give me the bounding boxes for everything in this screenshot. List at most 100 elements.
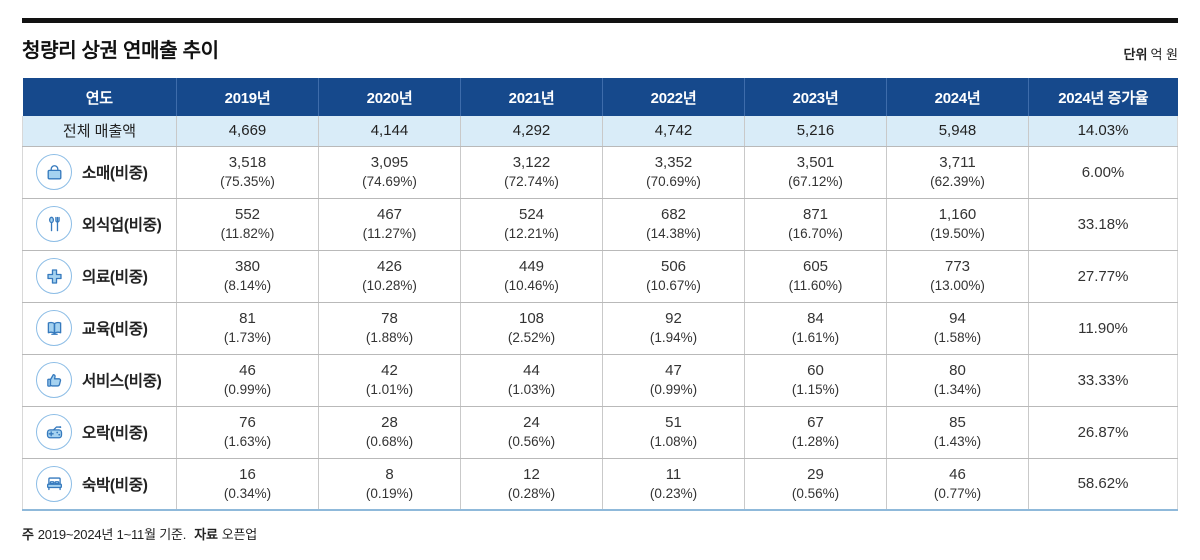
shopping-bag-icon [36,154,72,190]
infographic-page: 청량리 상권 연매출 추이 단위 억 원 연도 2019년 2020년 2021년… [0,18,1200,560]
table-row-education: 교육(비중) 81 (1.73%) 78 (1.88%) 108 (2.52%) 92… [22,302,1178,355]
medical-cross-icon [36,258,72,294]
sales-share: (74.69%) [362,174,417,190]
category-cell: 외식업(비중) [22,198,177,251]
bed-icon [36,465,72,502]
sales-share: (11.60%) [788,278,843,294]
header-row: 연도 2019년 2020년 2021년 2022년 2023년 2024년 2… [22,78,1178,116]
table-cell: 84 (1.61%) [744,302,887,355]
sales-share: (8.14%) [223,278,272,294]
sales-share: (11.82%) [220,226,275,242]
table-cell: 3,501 (67.12%) [744,146,887,199]
sales-share: (1.34%) [933,382,982,398]
title-row: 청량리 상권 연매출 추이 단위 억 원 [22,34,1178,63]
sales-value: 3,095 [370,154,409,172]
table-row-service: 서비스(비중) 46 (0.99%) 42 (1.01%) 44 (1.03%) 47… [22,354,1178,407]
row-label: 외식업(비중) [82,217,162,234]
sales-value: 46 [949,465,966,483]
column-header: 2022년 [602,78,745,116]
sales-value: 92 [665,310,682,328]
sales-share: (75.35%) [220,174,275,190]
table-cell: 81 (1.73%) [176,302,319,355]
sales-share: (1.15%) [791,382,840,398]
table-cell: 16 (0.34%) [176,458,319,511]
footnote-source-label: 자료 [194,527,218,542]
sales-value: 773 [944,258,971,276]
table-cell: 552 (11.82%) [176,198,319,251]
sales-value: 12 [523,465,540,483]
sales-value: 380 [234,258,261,276]
table-cell: 29 (0.56%) [744,458,887,511]
growth-value: 33.33% [1028,354,1178,407]
sales-share: (2.52%) [507,330,556,346]
sales-share: (0.99%) [649,382,698,398]
growth-value: 11.90% [1028,302,1178,355]
table-cell: 682 (14.38%) [602,198,745,251]
category-cell: 오락(비중) [22,406,177,459]
sales-value: 85 [949,414,966,432]
total-growth: 14.03% [1028,116,1178,147]
category-cell: 의료(비중) [22,250,177,303]
table-cell: 3,518 (75.35%) [176,146,319,199]
sales-value: 552 [234,206,261,224]
sales-share: (1.94%) [649,330,698,346]
table-header: 연도 2019년 2020년 2021년 2022년 2023년 2024년 2… [22,78,1178,116]
sales-value: 605 [802,258,829,276]
sales-value: 29 [807,465,824,483]
row-label: 교육(비중) [82,321,148,338]
row-label: 오락(비중) [82,425,148,442]
table-row-entertainment: 오락(비중) 76 (1.63%) 28 (0.68%) 24 (0.56%) 51 (… [22,406,1178,459]
sales-share: (12.21%) [504,226,559,242]
sales-share: (1.88%) [365,330,414,346]
sales-value: 3,711 [939,154,976,172]
table-cell: 24 (0.56%) [460,406,603,459]
table-cell: 76 (1.63%) [176,406,319,459]
column-header: 연도 [22,78,177,116]
category-cell: 교육(비중) [22,302,177,355]
sales-value: 80 [949,362,966,380]
footnote-source-text: 오픈업 [221,527,258,542]
table-cell: 773 (13.00%) [886,250,1029,303]
sales-share: (0.56%) [791,486,840,502]
table-cell: 28 (0.68%) [318,406,461,459]
column-header: 2023년 [744,78,887,116]
table-cell: 51 (1.08%) [602,406,745,459]
column-header: 2024년 [886,78,1029,116]
sales-value: 46 [239,362,256,380]
sales-share: (0.34%) [223,486,272,502]
table-cell: 8 (0.19%) [318,458,461,511]
table-cell: 380 (8.14%) [176,250,319,303]
growth-value: 27.77% [1028,250,1178,303]
table-row-retail: 소매(비중) 3,518 (75.35%) 3,095 (74.69%) 3,122… [22,146,1178,199]
sales-share: (19.50%) [930,226,985,242]
total-value: 5,216 [744,116,887,147]
sales-value: 44 [523,362,540,380]
table-cell: 108 (2.52%) [460,302,603,355]
sales-value: 51 [665,414,682,432]
table-cell: 524 (12.21%) [460,198,603,251]
sales-share: (0.23%) [649,486,698,502]
sales-value: 28 [381,414,398,432]
sales-share: (10.28%) [362,278,417,294]
column-header: 2021년 [460,78,603,116]
table-cell: 46 (0.99%) [176,354,319,407]
sales-share: (1.73%) [223,330,272,346]
table-row-medical: 의료(비중) 380 (8.14%) 426 (10.28%) 449 (10.46%… [22,250,1178,303]
row-label: 서비스(비중) [82,373,162,390]
row-label: 소매(비중) [82,165,148,182]
table-cell: 467 (11.27%) [318,198,461,251]
unit-label-value: 억 원 [1150,47,1178,62]
sales-value: 47 [665,362,682,380]
sales-share: (67.12%) [788,174,843,190]
column-header: 2020년 [318,78,461,116]
thumbs-up-icon [36,362,72,398]
sales-share: (16.70%) [788,226,843,242]
sales-share: (1.28%) [791,434,840,450]
sales-value: 60 [807,362,824,380]
table-cell: 12 (0.28%) [460,458,603,511]
sales-share: (0.68%) [365,434,414,450]
total-value: 4,144 [318,116,461,147]
footnote-note-label: 주 [22,527,34,542]
sales-value: 524 [518,206,545,224]
sales-share: (1.08%) [649,434,698,450]
